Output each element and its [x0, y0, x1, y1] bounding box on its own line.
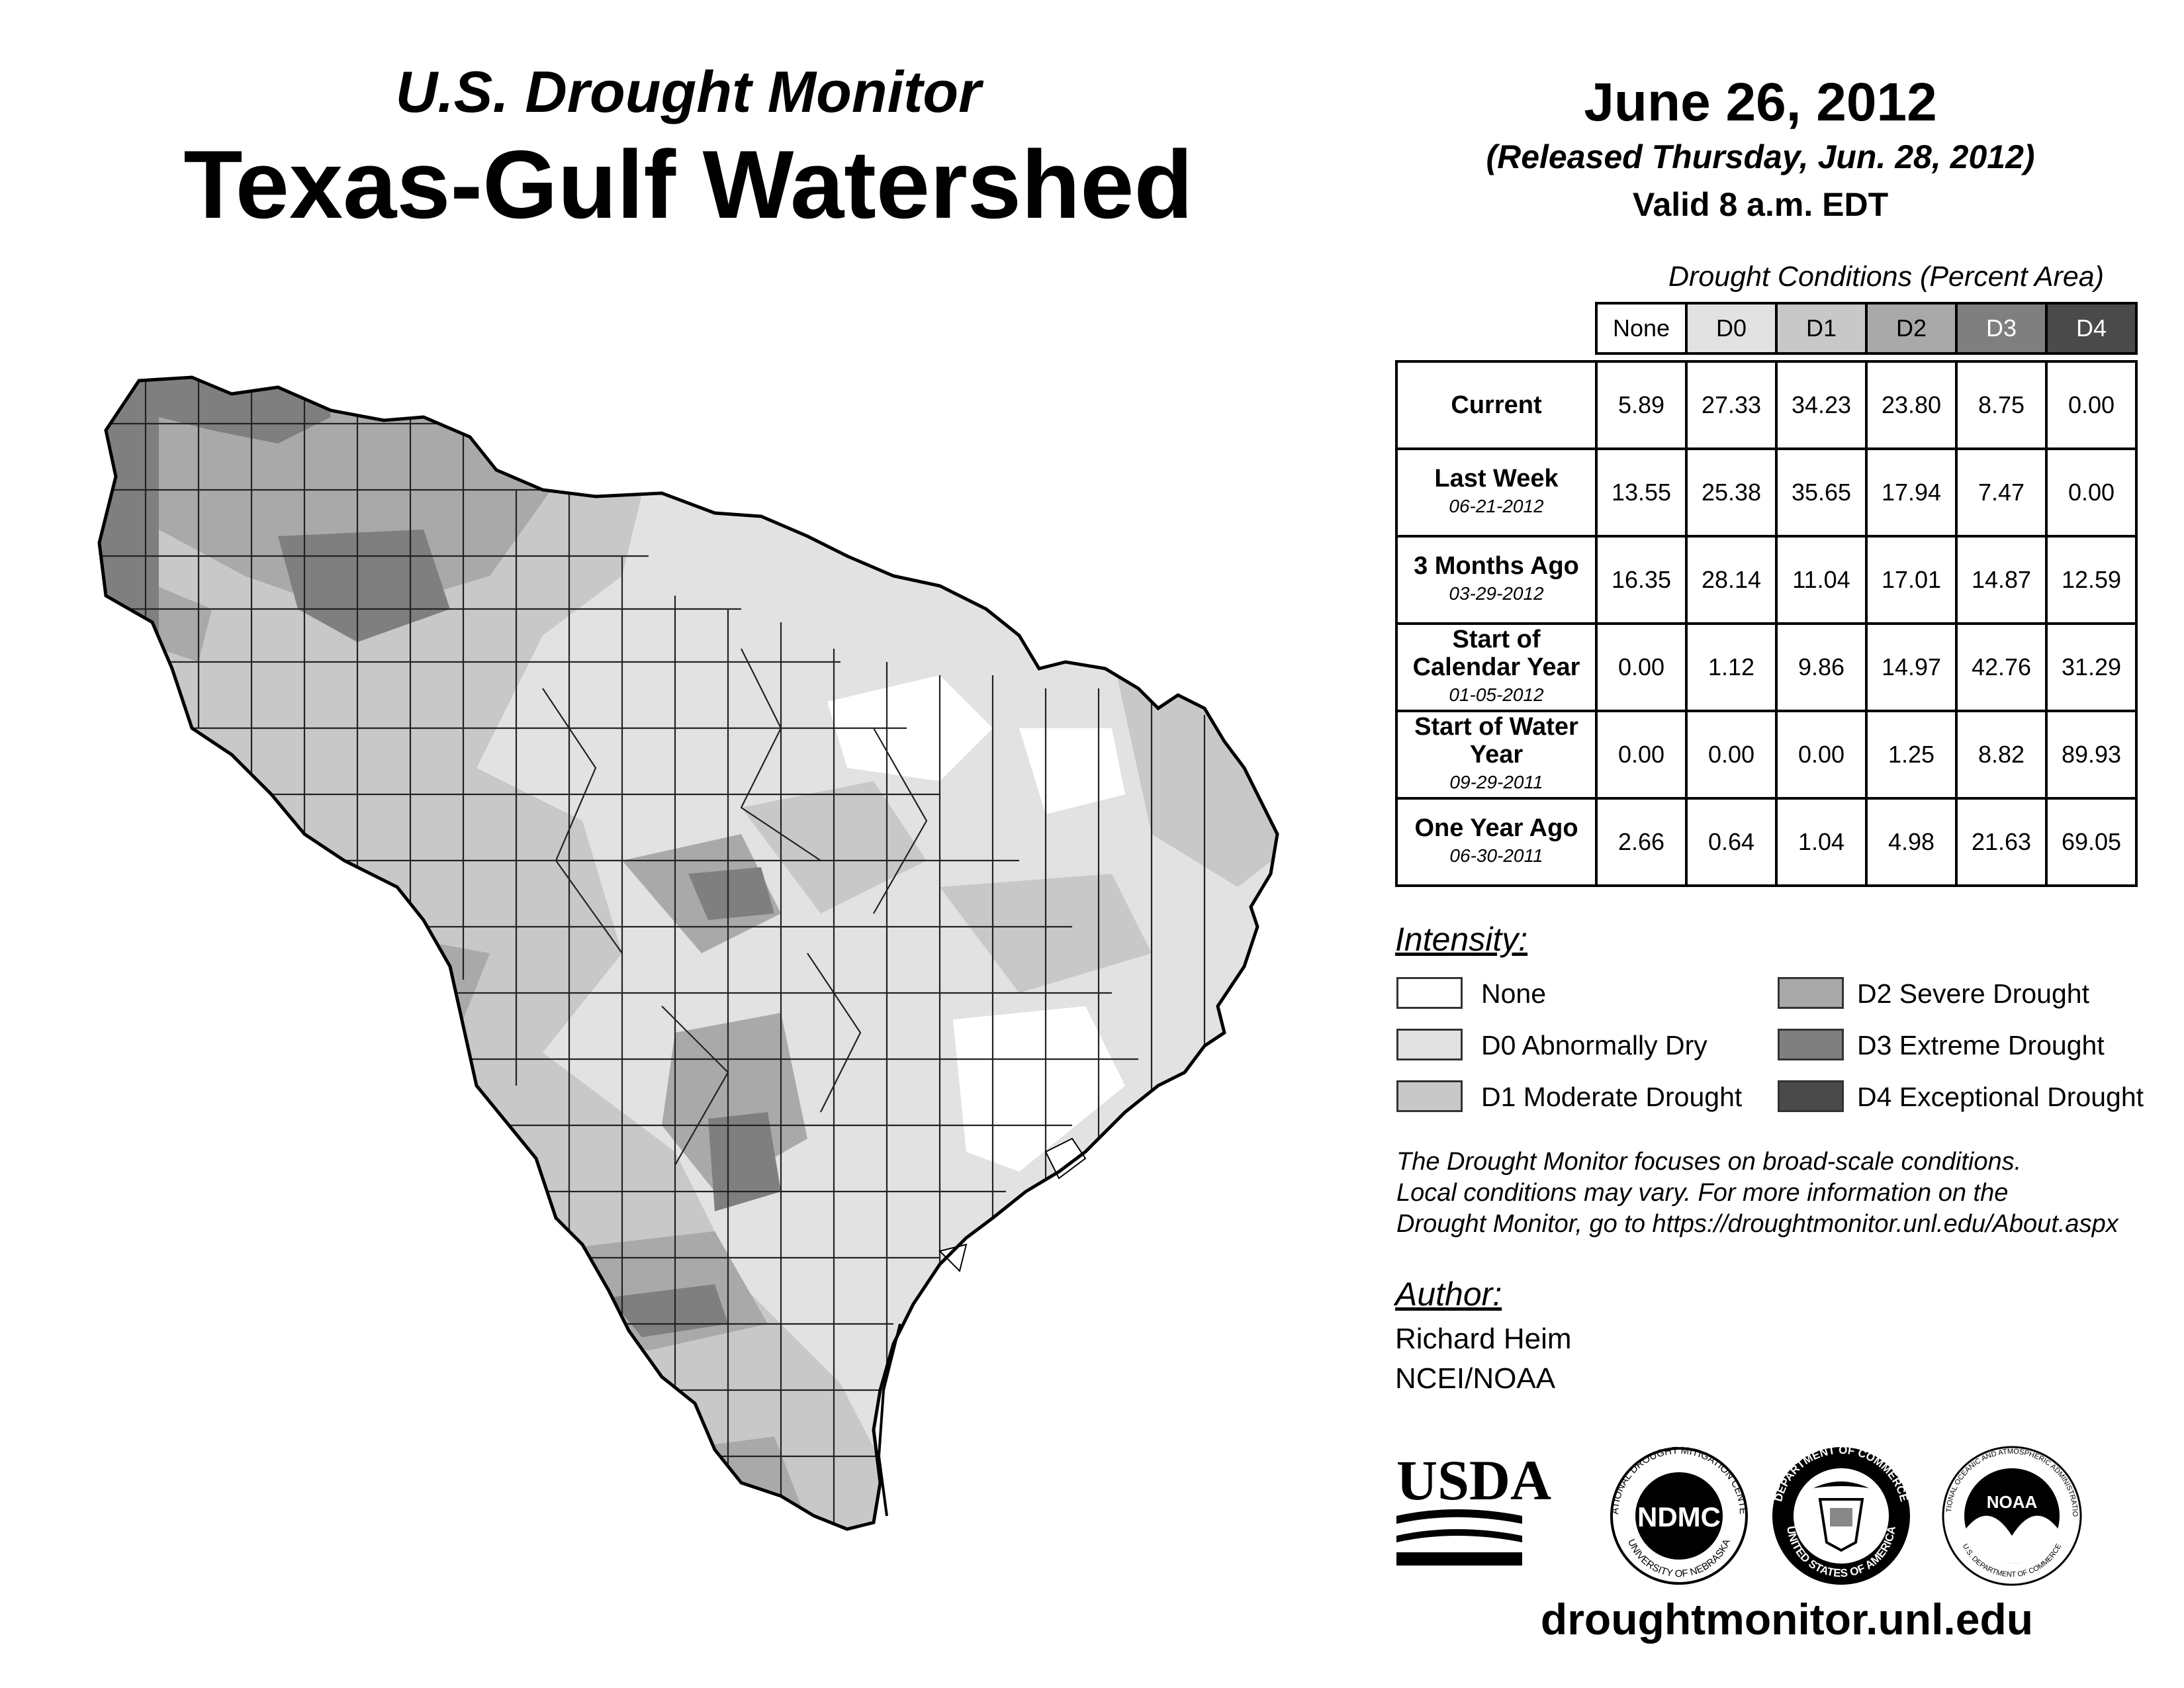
table-cell: 89.93	[2045, 710, 2138, 800]
map-title: Texas-Gulf Watershed	[183, 130, 1193, 238]
table-cell: 17.94	[1865, 447, 1958, 538]
legend-label-d0: D0 Abnormally Dry	[1481, 1030, 1707, 1060]
col-d1: D1	[1775, 302, 1868, 355]
usda-logo-text: USDA	[1396, 1448, 1551, 1512]
legend-swatch-d0	[1396, 1029, 1463, 1060]
table-cell: 8.82	[1955, 710, 2048, 800]
table-cell: 0.00	[2045, 360, 2138, 450]
table-cell: 14.87	[1955, 535, 2048, 625]
ndmc-logo-text: NDMC	[1637, 1501, 1721, 1532]
table-cell: 21.63	[1955, 797, 2048, 887]
author-name: Richard Heim	[1395, 1323, 1572, 1355]
table-row: 3 Months Ago 03-29-2012 16.35 28.14 11.04…	[1395, 535, 2138, 625]
doc-seal-icon: DEPARTMENT OF COMMERCE UNITED STATES OF …	[1772, 1444, 1911, 1585]
table-cell: 0.00	[1595, 710, 1688, 800]
note-line: The Drought Monitor focuses on broad-sca…	[1396, 1148, 2022, 1176]
col-d2: D2	[1865, 302, 1958, 355]
table-cell: 42.76	[1955, 622, 2048, 712]
table-cell: 31.29	[2045, 622, 2138, 712]
disclaimer-note: The Drought Monitor focuses on broad-sca…	[1396, 1147, 2177, 1240]
legend-label-d3: D3 Extreme Drought	[1857, 1030, 2105, 1060]
note-line: Local conditions may vary. For more info…	[1396, 1179, 2009, 1207]
table-cell: 0.00	[1775, 710, 1868, 800]
col-d0: D0	[1685, 302, 1778, 355]
legend-title: Intensity:	[1395, 921, 1528, 958]
col-d4: D4	[2045, 302, 2138, 355]
row-label: Current	[1395, 360, 1598, 450]
usda-logo-icon: USDA	[1396, 1448, 1551, 1566]
table-cell: 28.14	[1685, 535, 1778, 625]
website-link[interactable]: droughtmonitor.unl.edu	[1540, 1595, 2034, 1644]
table-cell: 0.64	[1685, 797, 1778, 887]
row-label: Last Week 06-21-2012	[1395, 447, 1598, 538]
legend-swatch-d2	[1778, 977, 1844, 1009]
row-label: One Year Ago 06-30-2011	[1395, 797, 1598, 887]
table-cell: 1.25	[1865, 710, 1958, 800]
table-cell: 23.80	[1865, 360, 1958, 450]
row-label: 3 Months Ago 03-29-2012	[1395, 535, 1598, 625]
table-cell: 8.75	[1955, 360, 2048, 450]
col-d3: D3	[1955, 302, 2048, 355]
table-cell: 69.05	[2045, 797, 2138, 887]
table-cell: 0.00	[1685, 710, 1778, 800]
table-cell: 27.33	[1685, 360, 1778, 450]
table-cell: 4.98	[1865, 797, 1958, 887]
table-cell: 13.55	[1595, 447, 1688, 538]
table-header-row: None D0 D1 D2 D3 D4	[1396, 302, 2138, 355]
table-row: One Year Ago 06-30-2011 2.66 0.64 1.04 4.…	[1395, 797, 2138, 887]
table-caption: Drought Conditions (Percent Area)	[1668, 261, 2105, 293]
table-cell: 5.89	[1595, 360, 1688, 450]
table-row: Start of Calendar Year 01-05-2012 0.00 1.…	[1395, 622, 2138, 712]
table-row: Last Week 06-21-2012 13.55 25.38 35.65 17…	[1395, 447, 2138, 538]
release-date: (Released Thursday, Jun. 28, 2012)	[1486, 138, 2035, 175]
map-subtitle: U.S. Drought Monitor	[395, 59, 981, 124]
table-cell: 1.04	[1775, 797, 1868, 887]
note-line: Drought Monitor, go to https://droughtmo…	[1396, 1210, 2118, 1238]
table-cell: 0.00	[1595, 622, 1688, 712]
author-org: NCEI/NOAA	[1395, 1362, 1556, 1395]
row-label: Start of Calendar Year 01-05-2012	[1395, 622, 1598, 712]
legend-swatch-d3	[1778, 1029, 1844, 1060]
table-cell: 2.66	[1595, 797, 1688, 887]
drought-conditions-table: None D0 D1 D2 D3 D4 Current 5.89 27.33 3…	[1395, 302, 2138, 887]
table-cell: 7.47	[1955, 447, 2048, 538]
table-row: Start of Water Year 09-29-2011 0.00 0.00 …	[1395, 710, 2138, 800]
row-label: Start of Water Year 09-29-2011	[1395, 710, 1598, 800]
legend-label-none: None	[1481, 978, 1547, 1009]
table-cell: 16.35	[1595, 535, 1688, 625]
legend-swatch-d1	[1396, 1080, 1463, 1112]
legend-label-d2: D2 Severe Drought	[1857, 978, 2089, 1009]
table-cell: 0.00	[2045, 447, 2138, 538]
table-cell: 1.12	[1685, 622, 1778, 712]
author-label: Author:	[1395, 1276, 1502, 1313]
table-cell: 25.38	[1685, 447, 1778, 538]
agency-logos: USDA NDMC NATIONAL DROUGHT MITIGATION CE…	[1390, 1436, 2082, 1586]
legend-swatch-none	[1396, 977, 1463, 1009]
noaa-logo-text: NOAA	[1987, 1492, 2038, 1512]
table-cell: 12.59	[2045, 535, 2138, 625]
table-cell: 11.04	[1775, 535, 1868, 625]
table-cell: 9.86	[1775, 622, 1868, 712]
table-cell: 34.23	[1775, 360, 1868, 450]
legend-swatch-d4	[1778, 1080, 1844, 1112]
table-cell: 14.97	[1865, 622, 1958, 712]
col-none: None	[1595, 302, 1688, 355]
valid-time: Valid 8 a.m. EDT	[1632, 186, 1889, 223]
table-cell: 17.01	[1865, 535, 1958, 625]
table-row: Current 5.89 27.33 34.23 23.80 8.75 0.00	[1395, 360, 2138, 450]
legend-label-d4: D4 Exceptional Drought	[1857, 1082, 2144, 1112]
watershed-map	[97, 375, 1279, 1531]
table-cell: 35.65	[1775, 447, 1868, 538]
map-date: June 26, 2012	[1584, 72, 1937, 132]
legend-label-d1: D1 Moderate Drought	[1481, 1082, 1743, 1112]
